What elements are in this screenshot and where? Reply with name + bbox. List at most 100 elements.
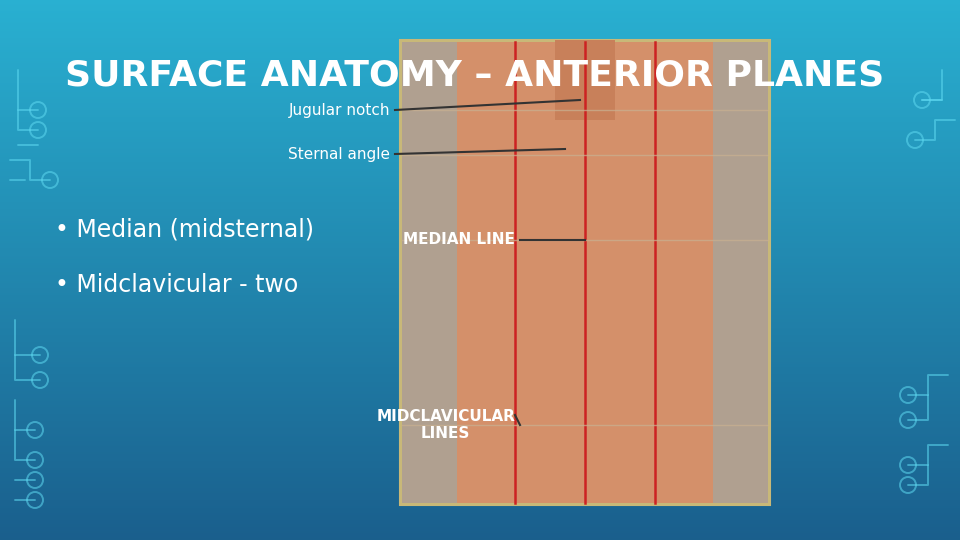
Bar — [0, 427, 960, 428]
Bar — [0, 205, 960, 207]
Bar — [0, 309, 960, 312]
Bar — [0, 394, 960, 396]
Bar — [0, 481, 960, 482]
Bar — [0, 113, 960, 115]
Bar — [0, 56, 960, 58]
Bar — [0, 452, 960, 454]
Bar — [0, 378, 960, 380]
Bar — [0, 9, 960, 11]
Bar — [0, 436, 960, 437]
Bar — [0, 254, 960, 255]
Bar — [0, 522, 960, 524]
Bar — [0, 389, 960, 390]
Bar — [0, 385, 960, 387]
Bar — [0, 513, 960, 515]
Bar — [0, 301, 960, 302]
Bar — [0, 387, 960, 389]
Bar — [0, 119, 960, 120]
Bar — [0, 214, 960, 216]
Bar — [0, 209, 960, 211]
Bar — [0, 290, 960, 292]
Bar — [0, 108, 960, 110]
Bar — [0, 77, 960, 79]
Bar — [0, 454, 960, 455]
Bar — [0, 329, 960, 331]
Bar — [0, 245, 960, 247]
Bar — [0, 266, 960, 268]
Bar — [0, 140, 960, 142]
Bar — [0, 477, 960, 479]
Bar — [0, 79, 960, 81]
Bar — [0, 76, 960, 77]
Bar — [0, 281, 960, 282]
Bar — [0, 464, 960, 466]
Text: MIDCLAVICULAR
LINES: MIDCLAVICULAR LINES — [376, 409, 515, 441]
Bar — [0, 295, 960, 297]
Bar — [0, 110, 960, 112]
Bar — [0, 255, 960, 258]
Bar — [0, 342, 960, 344]
Bar — [0, 4, 960, 5]
Bar — [0, 349, 960, 351]
Bar — [0, 509, 960, 511]
Bar — [0, 83, 960, 85]
Bar — [0, 515, 960, 517]
Bar — [0, 302, 960, 304]
Bar — [0, 86, 960, 88]
Bar — [0, 331, 960, 333]
Bar — [0, 49, 960, 50]
Bar — [0, 142, 960, 144]
Bar — [0, 104, 960, 106]
Bar — [0, 434, 960, 436]
Bar — [0, 293, 960, 295]
Bar — [0, 265, 960, 266]
Bar — [0, 31, 960, 32]
Bar — [0, 151, 960, 153]
Bar — [0, 25, 960, 27]
Bar — [0, 232, 960, 234]
Bar — [0, 178, 960, 180]
Bar — [0, 326, 960, 328]
Bar — [0, 185, 960, 187]
Bar — [0, 508, 960, 509]
Bar — [0, 430, 960, 432]
Bar — [0, 194, 960, 196]
Bar — [0, 52, 960, 54]
Bar — [0, 468, 960, 470]
Bar — [0, 417, 960, 420]
Bar — [0, 59, 960, 61]
Bar — [0, 317, 960, 319]
Bar — [0, 173, 960, 174]
Bar — [0, 16, 960, 18]
Bar — [0, 286, 960, 288]
Bar — [0, 414, 960, 416]
Bar — [0, 328, 960, 329]
Bar — [0, 346, 960, 347]
Bar — [0, 103, 960, 104]
Bar — [0, 362, 960, 363]
Bar — [0, 459, 960, 461]
Bar — [0, 525, 960, 528]
Bar — [0, 488, 960, 490]
Bar — [0, 61, 960, 63]
Bar — [0, 428, 960, 430]
Bar — [0, 200, 960, 201]
Bar — [0, 340, 960, 342]
Bar — [0, 155, 960, 157]
Bar — [0, 344, 960, 346]
Bar — [0, 511, 960, 513]
Bar — [0, 182, 960, 184]
Bar — [0, 198, 960, 200]
Bar — [0, 22, 960, 23]
Bar — [0, 0, 960, 2]
Bar — [400, 40, 770, 505]
Bar — [0, 319, 960, 320]
Bar — [0, 63, 960, 65]
Bar — [0, 288, 960, 290]
Bar — [0, 520, 960, 522]
Bar — [0, 528, 960, 529]
Bar — [0, 504, 960, 506]
Bar — [0, 529, 960, 531]
Bar — [0, 42, 960, 43]
Bar — [0, 160, 960, 162]
